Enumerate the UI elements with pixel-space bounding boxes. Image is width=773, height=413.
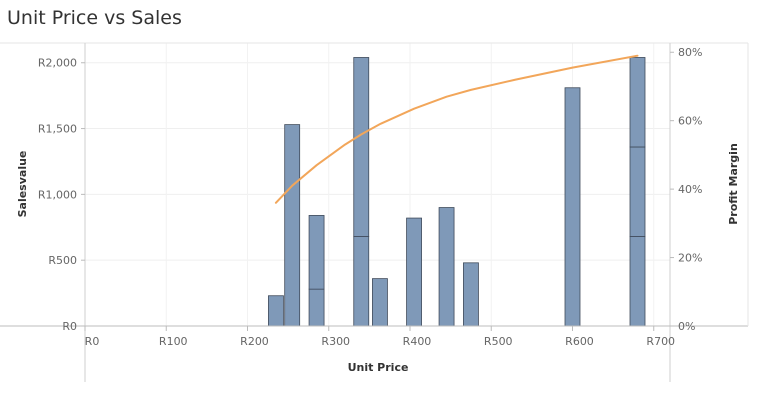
bar [463, 262, 479, 327]
y2-tick-label: 80% [678, 46, 702, 59]
bar [284, 124, 301, 327]
y-axis-label: Salesvalue [16, 151, 29, 218]
y-tick-label: R1,000 [38, 188, 77, 201]
bar [308, 215, 325, 290]
chart-title: Unit Price vs Sales [7, 7, 182, 29]
y2-tick-label: 0% [678, 320, 695, 333]
bar-series [268, 57, 646, 327]
y-tick-label: R0 [62, 320, 77, 333]
bar [353, 57, 370, 237]
y2-tick-label: 60% [678, 115, 702, 128]
bar [438, 207, 455, 327]
x-tick-label: R300 [321, 335, 350, 348]
bar [268, 295, 284, 327]
y2-axis-label: Profit Margin [727, 143, 740, 225]
x-axis-label: Unit Price [348, 361, 409, 374]
x-tick-label: R700 [646, 335, 675, 348]
x-tick-label: R0 [85, 335, 100, 348]
y-tick-label: R2,000 [38, 57, 77, 70]
bar [353, 236, 370, 327]
bar [629, 146, 646, 237]
bar [308, 288, 325, 327]
axes: R0 R500 R1,000 R1,500 R2,000 0% 20% 40% 60% 80% R0… [0, 42, 749, 382]
bar [372, 278, 388, 327]
bar [629, 236, 646, 327]
x-tick-label: R500 [484, 335, 513, 348]
x-tick-label: R400 [403, 335, 432, 348]
y2-tick-label: 40% [678, 183, 702, 196]
x-tick-label: R100 [159, 335, 188, 348]
bar [629, 57, 646, 148]
bar [564, 87, 581, 327]
y-tick-label: R1,500 [38, 123, 77, 136]
profit-margin-series-line [274, 54, 639, 204]
y-tick-label: R500 [48, 254, 77, 267]
x-tick-label: R600 [565, 335, 594, 348]
y2-tick-label: 20% [678, 252, 702, 265]
profit-margin-line [274, 54, 639, 204]
x-tick-label: R200 [240, 335, 269, 348]
bar [406, 217, 422, 327]
